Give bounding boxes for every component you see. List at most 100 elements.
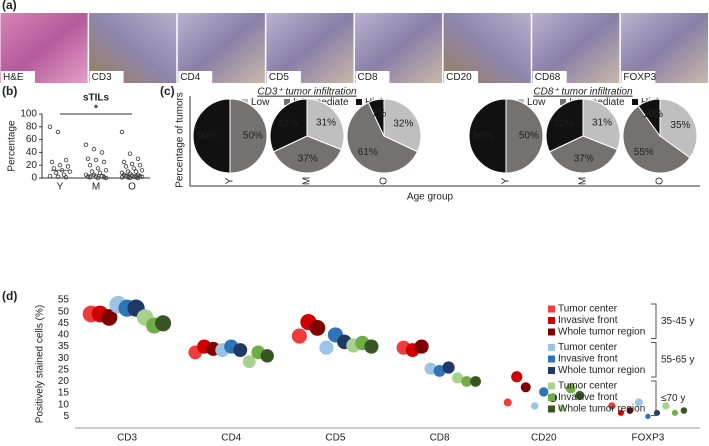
- legend-label: Invasive front: [558, 392, 618, 403]
- x-tick-label: CD20: [531, 433, 557, 444]
- legend-label: Low: [527, 97, 546, 108]
- image-label-box: [178, 71, 213, 83]
- image-label-box: [89, 71, 124, 83]
- bubble: [645, 413, 651, 420]
- bubble: [291, 328, 307, 344]
- point: [87, 175, 93, 180]
- legend-swatch: [548, 305, 555, 313]
- x-tick-label: CD8: [430, 433, 450, 444]
- x-tick-label: CD3: [117, 433, 137, 444]
- bubble: [558, 404, 566, 412]
- image-label: CD5: [269, 72, 289, 83]
- y-tick-label: 80: [26, 121, 38, 132]
- value-label: 61%: [358, 147, 378, 158]
- y-tick-label: 20: [58, 376, 70, 387]
- pie-slice: [545, 98, 584, 153]
- y-tick-label: 30: [58, 353, 70, 364]
- pie-slice: [192, 98, 231, 174]
- x-tick-label: M: [302, 177, 313, 185]
- x-tick-label: O: [379, 177, 390, 185]
- value-label: 31%: [592, 118, 612, 129]
- value-label: 50%: [519, 131, 539, 142]
- x-tick-label: Y: [57, 182, 64, 193]
- legend-swatch: [548, 367, 555, 374]
- chart-title: sTILs: [83, 93, 110, 104]
- bubble: [662, 402, 670, 410]
- chart-title: CD3⁺ tumor infiltration: [257, 87, 357, 98]
- bubble: [233, 343, 248, 357]
- x-tick-label: O: [128, 182, 136, 193]
- value-label: 50%: [197, 131, 217, 142]
- bubble: [100, 309, 118, 326]
- pie-slice: [269, 98, 308, 153]
- point: [89, 169, 95, 174]
- point: [93, 157, 99, 163]
- pie-slice: [505, 98, 544, 174]
- bubble: [503, 398, 512, 407]
- y-tick-label: 5: [63, 411, 69, 422]
- point: [131, 166, 137, 171]
- value-label: 32%: [393, 118, 413, 129]
- pie-slice: [306, 98, 345, 151]
- bubble: [539, 387, 549, 397]
- value-label: 37%: [298, 154, 318, 165]
- value-label: 37%: [574, 154, 594, 165]
- legend-label: Whole tumor region: [558, 404, 645, 415]
- image-label-box: [355, 71, 390, 83]
- bubble: [424, 362, 437, 375]
- y-tick-label: 10: [58, 399, 70, 410]
- bubble: [565, 383, 576, 394]
- annotation: *: [94, 104, 98, 115]
- bubble: [260, 349, 274, 363]
- panel-label: (d): [2, 289, 17, 303]
- group-label: 55-65 y: [661, 354, 694, 365]
- value-label: 7%: [372, 108, 387, 119]
- legend-swatch: [548, 394, 555, 401]
- panel-label: (a): [2, 0, 17, 12]
- value-label: 35%: [670, 120, 690, 131]
- legend-swatch: [356, 99, 362, 105]
- bubble: [608, 402, 616, 410]
- point: [55, 129, 61, 135]
- panel-label: (c): [160, 84, 175, 98]
- point: [65, 164, 71, 169]
- point: [137, 162, 143, 168]
- point: [51, 166, 57, 171]
- legend-label: Invasive front: [558, 354, 618, 365]
- bubble: [242, 355, 256, 369]
- point: [55, 174, 61, 179]
- y-tick-label: 55: [58, 295, 70, 306]
- bubble: [414, 339, 429, 354]
- point: [139, 168, 145, 173]
- y-tick-label: 40: [58, 330, 70, 341]
- image-label: H&E: [3, 72, 24, 83]
- point: [135, 175, 141, 181]
- y-tick-label: 0: [31, 173, 37, 184]
- pie-slice: [548, 135, 619, 174]
- legend-label: Whole tumor region: [558, 365, 645, 376]
- x-tick-label: M: [578, 177, 589, 185]
- y-axis-label: Percentage of tumors: [175, 92, 186, 188]
- point: [49, 159, 55, 165]
- y-tick-label: 100: [20, 109, 37, 120]
- x-tick-label: FOXP3: [632, 433, 665, 444]
- pie-slice: [346, 101, 419, 174]
- legend-swatch: [548, 344, 555, 351]
- image-label: CD4: [180, 72, 200, 83]
- point: [95, 175, 101, 181]
- legend-label: Tumor center: [558, 381, 618, 392]
- image-label: CD8: [358, 72, 378, 83]
- bubble: [671, 409, 678, 416]
- point: [127, 175, 133, 181]
- chart-title: CD8⁺ tumor infiltration: [533, 87, 633, 98]
- image-label: CD68: [535, 72, 561, 83]
- x-axis-label: Age group: [407, 192, 454, 203]
- x-tick-label: CD4: [221, 433, 241, 444]
- point: [101, 175, 107, 180]
- bubble: [470, 376, 481, 387]
- bubble: [319, 340, 334, 355]
- y-tick-label: 25: [58, 364, 70, 375]
- bubble: [364, 339, 379, 354]
- bubble: [531, 402, 539, 410]
- pie-slice: [272, 135, 343, 174]
